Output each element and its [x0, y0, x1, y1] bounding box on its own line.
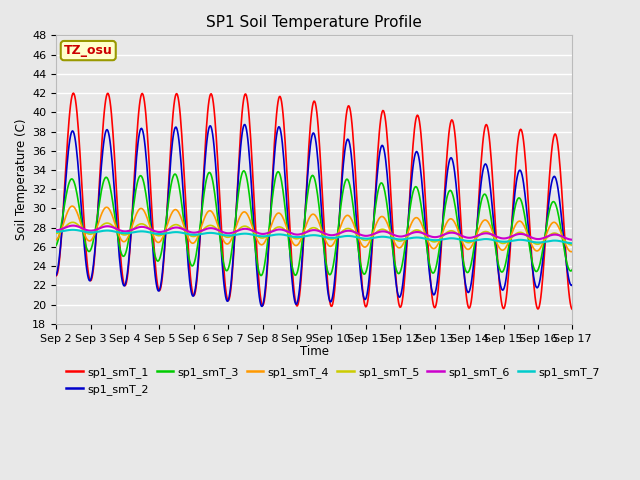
sp1_smT_2 — [61, 181, 69, 187]
sp1_smT_5 — [69, 219, 77, 225]
sp1_smT_3 — [167, 182, 175, 188]
sp1_smT_7 — [568, 240, 576, 246]
Line: sp1_smT_3: sp1_smT_3 — [56, 171, 572, 276]
sp1_smT_5 — [61, 224, 69, 229]
sp1_smT_7 — [392, 236, 400, 242]
sp1_smT_1 — [392, 281, 400, 287]
sp1_smT_2 — [115, 246, 122, 252]
Line: sp1_smT_1: sp1_smT_1 — [56, 93, 572, 310]
sp1_smT_2 — [568, 282, 576, 288]
sp1_smT_2 — [394, 288, 401, 294]
sp1_smT_5 — [115, 229, 123, 235]
Line: sp1_smT_6: sp1_smT_6 — [56, 226, 572, 240]
sp1_smT_3 — [61, 196, 69, 202]
sp1_smT_5 — [568, 242, 575, 248]
sp1_smT_4 — [392, 243, 400, 249]
sp1_smT_7 — [61, 228, 69, 233]
sp1_smT_6 — [195, 229, 203, 235]
Text: TZ_osu: TZ_osu — [64, 44, 113, 57]
sp1_smT_7 — [69, 227, 77, 233]
sp1_smT_4 — [52, 237, 60, 243]
sp1_smT_6 — [115, 227, 123, 233]
sp1_smT_3 — [257, 273, 264, 278]
X-axis label: Time: Time — [300, 345, 329, 358]
sp1_smT_2 — [378, 143, 386, 148]
sp1_smT_3 — [394, 269, 401, 275]
sp1_smT_7 — [195, 231, 203, 237]
sp1_smT_4 — [68, 203, 76, 209]
sp1_smT_3 — [240, 168, 248, 174]
sp1_smT_3 — [568, 266, 576, 272]
sp1_smT_6 — [392, 233, 400, 239]
sp1_smT_5 — [168, 223, 175, 229]
sp1_smT_6 — [568, 237, 576, 242]
sp1_smT_4 — [168, 210, 175, 216]
sp1_smT_5 — [195, 231, 203, 237]
sp1_smT_6 — [70, 223, 77, 228]
sp1_smT_4 — [568, 249, 575, 254]
sp1_smT_7 — [168, 229, 175, 235]
sp1_smT_2 — [241, 122, 249, 128]
sp1_smT_6 — [52, 227, 60, 233]
sp1_smT_1 — [568, 307, 576, 312]
sp1_smT_5 — [392, 237, 400, 243]
sp1_smT_6 — [378, 228, 385, 234]
sp1_smT_2 — [195, 257, 202, 263]
sp1_smT_5 — [52, 230, 60, 236]
Line: sp1_smT_4: sp1_smT_4 — [56, 206, 572, 252]
sp1_smT_4 — [195, 231, 203, 237]
sp1_smT_7 — [52, 229, 60, 235]
sp1_smT_2 — [167, 154, 175, 159]
Title: SP1 Soil Temperature Profile: SP1 Soil Temperature Profile — [206, 15, 422, 30]
Line: sp1_smT_7: sp1_smT_7 — [56, 230, 572, 243]
sp1_smT_1 — [168, 127, 175, 133]
sp1_smT_6 — [61, 225, 69, 230]
Y-axis label: Soil Temperature (C): Soil Temperature (C) — [15, 119, 28, 240]
sp1_smT_1 — [115, 236, 123, 241]
sp1_smT_5 — [568, 242, 576, 248]
sp1_smT_1 — [52, 273, 60, 279]
Legend: sp1_smT_1, sp1_smT_2, sp1_smT_3, sp1_smT_4, sp1_smT_5, sp1_smT_6, sp1_smT_7: sp1_smT_1, sp1_smT_2, sp1_smT_3, sp1_smT… — [61, 363, 605, 399]
sp1_smT_3 — [52, 242, 60, 248]
sp1_smT_1 — [378, 112, 385, 118]
sp1_smT_6 — [168, 226, 175, 231]
sp1_smT_1 — [70, 90, 77, 96]
sp1_smT_4 — [568, 249, 576, 254]
sp1_smT_3 — [115, 239, 122, 245]
sp1_smT_3 — [195, 238, 202, 243]
sp1_smT_1 — [195, 251, 203, 257]
sp1_smT_2 — [259, 303, 266, 309]
sp1_smT_7 — [378, 234, 385, 240]
Line: sp1_smT_5: sp1_smT_5 — [56, 222, 572, 245]
sp1_smT_7 — [115, 230, 123, 236]
sp1_smT_4 — [61, 215, 69, 220]
sp1_smT_3 — [378, 180, 386, 186]
Line: sp1_smT_2: sp1_smT_2 — [56, 125, 572, 306]
sp1_smT_1 — [61, 170, 69, 176]
sp1_smT_2 — [52, 272, 60, 278]
sp1_smT_4 — [115, 233, 123, 239]
sp1_smT_5 — [378, 227, 385, 232]
sp1_smT_4 — [378, 214, 385, 219]
